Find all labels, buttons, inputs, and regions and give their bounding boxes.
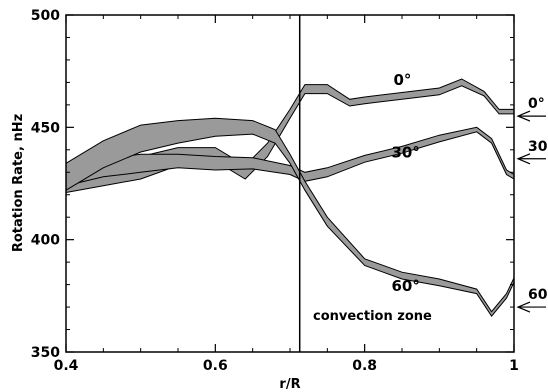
y-tick-label: 350 <box>31 345 60 361</box>
surface-arrow-head <box>516 301 531 313</box>
surface-marker-label: 30 <box>528 139 548 155</box>
surface-marker-label: 60 <box>528 287 548 303</box>
series-band-2 <box>65 117 515 317</box>
series-label-2: 60° <box>392 277 420 295</box>
x-tick-label: 0.6 <box>203 358 228 374</box>
axis-ticks: 0.4 0.6 0.8 1 350 400 450 500 <box>31 8 519 374</box>
x-tick-label: 0.8 <box>352 358 377 374</box>
series-bands <box>65 78 515 317</box>
y-axis-label: Rotation Rate, nHz <box>11 114 26 252</box>
series-label-1: 30° <box>392 144 420 162</box>
x-tick-label: 0.4 <box>54 358 79 374</box>
convection-zone-label: convection zone <box>313 309 432 324</box>
series-label-0: 0° <box>394 71 412 89</box>
surface-arrow-head <box>516 153 531 165</box>
y-tick-label: 450 <box>31 120 60 136</box>
x-axis-label: r/R <box>279 377 300 392</box>
x-tick-label: 1 <box>509 358 519 374</box>
series-labels: 0° 30° 60° <box>392 71 420 295</box>
y-tick-label: 400 <box>31 233 60 249</box>
plot-frame <box>65 14 515 353</box>
surface-markers: 0° 30 60 <box>516 96 548 313</box>
surface-marker-label: 0° <box>528 96 545 112</box>
surface-arrow-head <box>516 110 531 122</box>
y-tick-label: 500 <box>31 8 60 24</box>
